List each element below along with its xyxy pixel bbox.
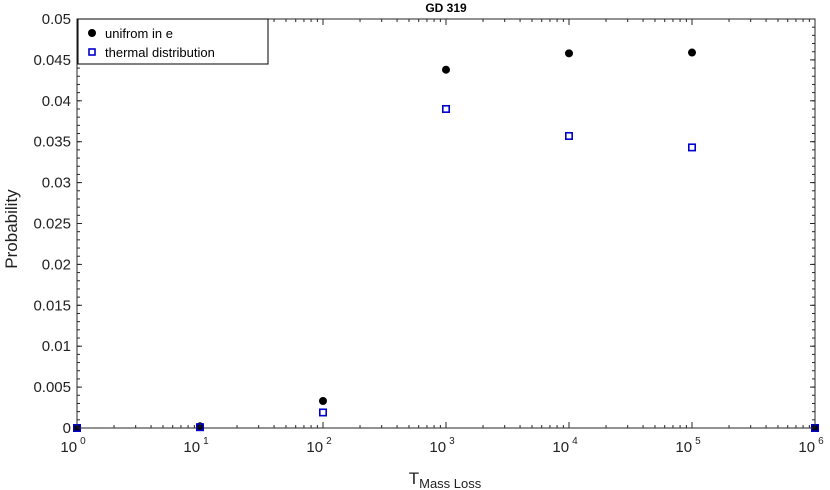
x-tick-label: 10 2 xyxy=(306,436,332,456)
x-tick-base: 10 xyxy=(552,439,569,456)
point-thermal xyxy=(564,131,573,140)
y-tick-label: 0.05 xyxy=(42,11,71,28)
axis-ticks: 0 0.005 0.01 0.015 0.02 0.025 0.03 0.035 0.04 0.0… xyxy=(33,11,824,456)
x-tick-exponent: 2 xyxy=(326,436,332,447)
x-tick-base: 10 xyxy=(798,439,815,456)
legend: unifrom in e thermal distribution xyxy=(77,18,269,65)
x-tick-exponent: 1 xyxy=(203,436,209,447)
x-tick-exponent: 5 xyxy=(695,436,701,447)
plot-area xyxy=(76,18,816,429)
point-uniform xyxy=(319,397,327,406)
point-uniform xyxy=(442,65,450,74)
x-tick-exponent: 0 xyxy=(80,436,86,447)
y-tick-label: 0.035 xyxy=(33,134,71,151)
x-tick-exponent: 6 xyxy=(818,436,824,447)
y-tick-label: 0 xyxy=(63,420,71,437)
y-tick-label: 0.04 xyxy=(42,93,71,110)
x-axis-title-main: T xyxy=(409,469,419,488)
y-tick-label: 0.02 xyxy=(42,256,71,273)
point-uniform xyxy=(565,49,573,58)
y-tick-label: 0.03 xyxy=(42,175,71,192)
x-tick-base: 10 xyxy=(429,439,446,456)
y-axis-title: Probability xyxy=(2,189,21,269)
point-thermal xyxy=(687,143,696,152)
y-tick-label: 0.045 xyxy=(33,52,71,69)
legend-marker-thermal xyxy=(88,48,96,56)
x-tick-label: 10 3 xyxy=(429,436,455,456)
x-tick-label: 10 4 xyxy=(552,436,578,456)
legend-label-uniform: unifrom in e xyxy=(105,26,173,41)
x-tick-exponent: 3 xyxy=(449,436,455,447)
point-thermal xyxy=(441,104,450,113)
x-axis-title: TMass Loss xyxy=(409,469,482,490)
x-tick-label: 10 1 xyxy=(183,436,209,456)
legend-marker-uniform xyxy=(88,29,96,37)
y-tick-label: 0.01 xyxy=(42,338,71,355)
y-tick-label: 0.025 xyxy=(33,216,71,233)
x-tick-base: 10 xyxy=(675,439,692,456)
x-tick-label: 10 0 xyxy=(60,436,86,456)
plot-frame xyxy=(76,18,816,429)
point-thermal xyxy=(318,408,327,417)
x-tick-label: 10 6 xyxy=(798,436,824,456)
chart-title: GD 319 xyxy=(425,1,467,15)
y-tick-label: 0.015 xyxy=(33,297,71,314)
x-tick-exponent: 4 xyxy=(572,436,578,447)
x-tick-label: 10 5 xyxy=(675,436,701,456)
x-tick-base: 10 xyxy=(60,439,77,456)
x-tick-base: 10 xyxy=(306,439,323,456)
legend-box xyxy=(77,18,269,65)
y-tick-label: 0.005 xyxy=(33,379,71,396)
x-axis-title-sub: Mass Loss xyxy=(419,476,482,490)
data-marks xyxy=(73,48,819,432)
legend-label-thermal: thermal distribution xyxy=(105,45,215,60)
x-tick-base: 10 xyxy=(183,439,200,456)
point-uniform xyxy=(688,48,696,57)
